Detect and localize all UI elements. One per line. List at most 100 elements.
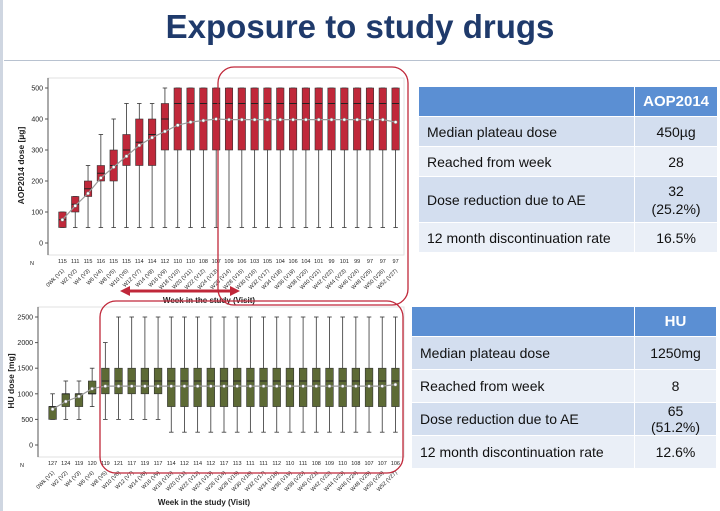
mean-marker xyxy=(103,384,108,389)
n-count: 110 xyxy=(338,461,347,467)
mean-marker xyxy=(393,382,398,387)
mean-marker xyxy=(163,129,167,134)
box-5 xyxy=(114,316,123,420)
box-18 xyxy=(285,316,295,433)
box-body xyxy=(391,87,400,151)
box-15 xyxy=(246,316,255,433)
n-count: 97 xyxy=(380,259,386,265)
n-count: 127 xyxy=(48,461,57,467)
box-12 xyxy=(206,316,215,433)
mean-marker xyxy=(90,386,95,391)
n-count: 110 xyxy=(173,259,182,265)
n-count: 114 xyxy=(193,461,202,467)
box-16 xyxy=(259,316,268,433)
box-14 xyxy=(233,316,242,433)
box-22 xyxy=(340,87,349,228)
y-tick-label: 500 xyxy=(21,417,33,424)
n-count: 106 xyxy=(391,461,400,467)
box-3 xyxy=(96,134,105,228)
mean-marker xyxy=(301,384,306,389)
mean-marker xyxy=(340,384,345,389)
box-24 xyxy=(365,87,374,228)
n-count: 114 xyxy=(148,259,157,265)
mean-marker xyxy=(342,117,347,122)
row-label: Reached from week xyxy=(417,146,636,177)
mean-marker xyxy=(182,384,187,389)
box-24 xyxy=(364,316,374,433)
mean-marker xyxy=(288,384,292,389)
n-count: 117 xyxy=(220,461,229,467)
n-count: 99 xyxy=(354,259,360,265)
box-5 xyxy=(122,103,131,228)
n-count: 112 xyxy=(272,461,281,467)
box-16 xyxy=(263,87,272,228)
n-count: 115 xyxy=(122,259,131,265)
y-tick-label: 400 xyxy=(31,117,43,124)
mean-marker xyxy=(86,191,90,196)
box-2 xyxy=(84,165,93,228)
box-25 xyxy=(378,87,387,228)
box-0 xyxy=(48,393,57,420)
n-count: 107 xyxy=(378,461,387,467)
box-13 xyxy=(219,316,229,433)
mean-marker xyxy=(227,117,231,122)
box-26 xyxy=(391,316,400,433)
box-17 xyxy=(272,316,281,433)
plateau-highlight-box xyxy=(99,300,404,474)
mean-marker xyxy=(169,384,174,389)
n-count: 101 xyxy=(340,259,349,265)
slide-left-bar xyxy=(0,0,3,511)
plateau-highlight-box xyxy=(217,66,409,306)
box-6 xyxy=(127,316,136,420)
y-tick-label: 1000 xyxy=(17,391,33,398)
mean-marker xyxy=(274,384,279,389)
table-header-blank xyxy=(411,306,635,337)
n-count: 124 xyxy=(61,461,70,467)
box-4 xyxy=(109,118,118,228)
y-tick-label: 200 xyxy=(31,179,43,186)
box-1 xyxy=(71,196,80,228)
box-21 xyxy=(327,87,336,228)
n-count: 111 xyxy=(259,461,267,467)
mean-marker xyxy=(235,384,240,389)
row-label: Median plateau dose xyxy=(411,336,635,370)
n-count: 99 xyxy=(328,259,334,265)
n-count: 115 xyxy=(109,259,118,265)
n-count: 97 xyxy=(367,259,373,265)
aop2014-stats-table: AOP2014 Median plateau dose 450µg Reache… xyxy=(417,86,718,253)
box-23 xyxy=(353,87,362,228)
hu-stats-table: HU Median plateau dose 1250mg Reached fr… xyxy=(411,306,717,469)
mean-marker xyxy=(150,135,155,140)
mean-marker xyxy=(248,384,253,389)
table-header-drug: HU xyxy=(634,306,717,337)
mean-marker xyxy=(329,117,334,122)
box-2 xyxy=(74,380,84,420)
box-11 xyxy=(199,87,208,228)
box-8 xyxy=(160,87,169,228)
mean-marker xyxy=(278,117,283,122)
box-17 xyxy=(276,87,285,228)
mean-marker xyxy=(208,384,213,389)
mean-marker xyxy=(77,394,81,399)
mean-marker xyxy=(214,117,219,121)
n-row-label: N xyxy=(30,261,34,267)
table-header-blank xyxy=(417,86,636,117)
mean-marker xyxy=(355,117,360,122)
dose-titration-arrow xyxy=(120,286,240,296)
n-count: 113 xyxy=(233,461,242,467)
box-7 xyxy=(140,316,150,420)
mean-marker xyxy=(201,118,206,123)
mean-marker xyxy=(239,117,244,122)
y-tick-label: 500 xyxy=(31,86,43,93)
box-body xyxy=(160,103,169,151)
y-tick-label: 2000 xyxy=(17,340,33,347)
n-count: 103 xyxy=(250,259,259,265)
n-row-label: N xyxy=(20,463,24,469)
mean-marker xyxy=(261,384,266,389)
mean-marker xyxy=(175,123,180,128)
y-axis-label: HU dose [mg] xyxy=(6,353,16,408)
box-13 xyxy=(224,87,234,228)
box-9 xyxy=(173,87,182,228)
mean-marker xyxy=(60,217,65,222)
mean-marker xyxy=(314,384,319,389)
